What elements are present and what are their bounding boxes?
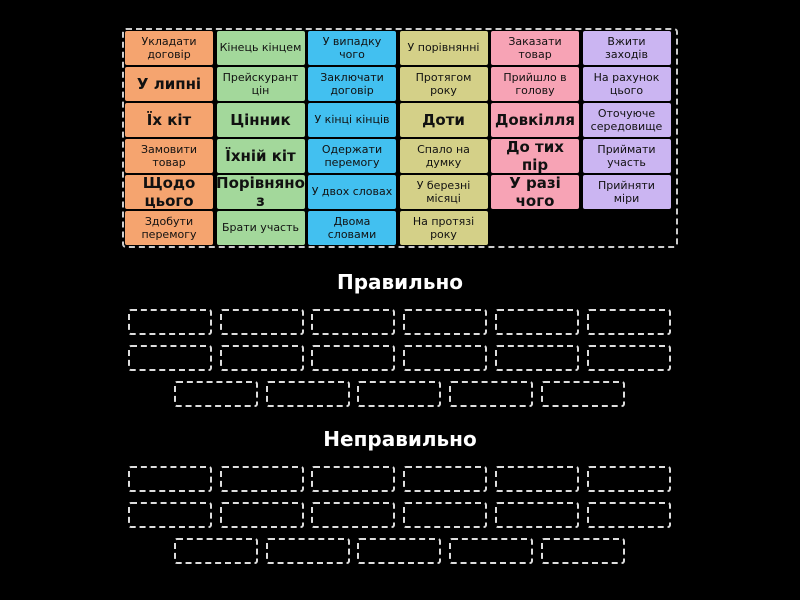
word-tile[interactable]: У разі чого xyxy=(491,174,579,210)
word-tile[interactable]: Порівняно з xyxy=(216,174,305,210)
drop-slot[interactable] xyxy=(403,309,488,335)
tile-pool xyxy=(122,28,678,248)
drop-slot[interactable] xyxy=(494,309,579,335)
word-tile[interactable]: Їхній кіт xyxy=(216,139,305,173)
word-tile[interactable]: Прейскурант цін xyxy=(216,67,305,101)
word-tile[interactable]: Замовити товар xyxy=(125,139,213,173)
word-tile[interactable]: У липні xyxy=(125,67,213,101)
drop-slot[interactable] xyxy=(128,345,212,371)
word-tile[interactable]: Спало на думку xyxy=(399,139,488,173)
drop-slot[interactable] xyxy=(540,381,625,407)
drop-slot[interactable] xyxy=(494,502,579,528)
drop-slot[interactable] xyxy=(494,345,579,371)
word-tile[interactable]: Кінець кінцем xyxy=(216,31,305,65)
word-tile[interactable]: Прийняти міри xyxy=(582,175,671,209)
drop-slot[interactable] xyxy=(586,466,671,492)
drop-slot[interactable] xyxy=(219,502,304,528)
drop-slot[interactable] xyxy=(586,309,671,335)
drop-slot[interactable] xyxy=(265,381,350,407)
drop-slot[interactable] xyxy=(174,381,258,407)
drop-slot[interactable] xyxy=(219,309,304,335)
drop-slot[interactable] xyxy=(586,345,671,371)
word-tile[interactable]: Заключати договір xyxy=(308,67,396,101)
word-tile[interactable]: Вжити заходів xyxy=(582,31,671,65)
drop-slot[interactable] xyxy=(128,502,212,528)
drop-slot[interactable] xyxy=(403,345,488,371)
drop-slot[interactable] xyxy=(403,502,488,528)
word-tile[interactable]: Здобути перемогу xyxy=(125,211,213,245)
drop-slot[interactable] xyxy=(265,538,350,564)
drop-slot[interactable] xyxy=(449,538,534,564)
drop-slot[interactable] xyxy=(174,538,258,564)
drop-slot[interactable] xyxy=(357,538,442,564)
drop-slot[interactable] xyxy=(311,345,396,371)
word-tile[interactable]: До тих пір xyxy=(491,138,579,174)
word-tile[interactable]: Щодо цього xyxy=(125,174,213,210)
word-tile[interactable]: У двох словах xyxy=(308,175,396,209)
word-tile[interactable]: Доти xyxy=(399,103,488,137)
drop-slot[interactable] xyxy=(357,381,442,407)
word-tile[interactable]: На рахунок цього xyxy=(582,67,671,101)
word-tile[interactable]: Цінник xyxy=(216,103,305,137)
word-tile[interactable]: Укладати договір xyxy=(125,31,213,65)
drop-slot[interactable] xyxy=(219,466,304,492)
word-tile[interactable]: Одержати перемогу xyxy=(308,139,396,173)
group-heading: Неправильно xyxy=(323,427,477,451)
drop-slot[interactable] xyxy=(311,309,396,335)
word-tile[interactable]: На протязі року xyxy=(399,211,488,245)
word-tile[interactable]: У березні місяці xyxy=(399,175,488,209)
drop-slot[interactable] xyxy=(311,466,396,492)
word-tile[interactable]: У випадку чого xyxy=(308,31,396,65)
drop-slot[interactable] xyxy=(403,466,488,492)
drop-slot[interactable] xyxy=(311,502,396,528)
word-tile[interactable]: Протягом року xyxy=(399,67,488,101)
word-tile[interactable]: У кінці кінців xyxy=(308,103,396,137)
word-tile[interactable]: Їх кіт xyxy=(125,103,213,137)
drop-slot[interactable] xyxy=(449,381,534,407)
word-tile[interactable]: Довкілля xyxy=(491,103,579,137)
word-tile[interactable]: Двома словами xyxy=(308,211,396,245)
word-tile[interactable]: Оточуюче середовище xyxy=(582,103,671,137)
word-tile[interactable]: У порівнянні xyxy=(399,31,488,65)
drop-slot[interactable] xyxy=(540,538,625,564)
drop-slot[interactable] xyxy=(494,466,579,492)
drop-slot[interactable] xyxy=(586,502,671,528)
drop-slot[interactable] xyxy=(128,466,212,492)
word-tile[interactable]: Приймати участь xyxy=(582,139,671,173)
group-heading: Правильно xyxy=(336,270,464,294)
drop-slot[interactable] xyxy=(128,309,212,335)
word-tile[interactable]: Брати участь xyxy=(216,211,305,245)
drop-slot[interactable] xyxy=(219,345,304,371)
word-tile[interactable]: Прийшло в голову xyxy=(491,67,579,101)
word-tile[interactable]: Заказати товар xyxy=(491,31,579,65)
